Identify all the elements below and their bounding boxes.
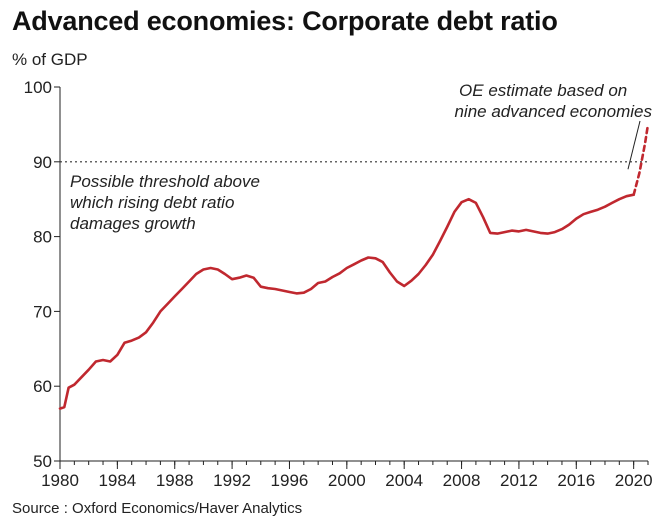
y-tick-label: 80 [33, 228, 52, 247]
y-tick-label: 50 [33, 452, 52, 471]
estimate-annotation-line: OE estimate based on [459, 81, 627, 100]
x-tick-label: 2020 [615, 471, 653, 490]
threshold-annotation-line: Possible threshold above [70, 172, 260, 191]
y-tick-label: 90 [33, 153, 52, 172]
chart-annotations: Possible threshold above which rising de… [70, 81, 652, 233]
y-axis-unit-label: % of GDP [12, 50, 88, 69]
y-tick-label: 60 [33, 377, 52, 396]
estimate-annotation-leader [627, 120, 641, 170]
x-tick-label: 1980 [41, 471, 79, 490]
x-tick-label: 2016 [557, 471, 595, 490]
x-tick-label: 2004 [385, 471, 423, 490]
chart-title: Advanced economies: Corporate debt ratio [12, 6, 558, 36]
source-note: Source : Oxford Economics/Haver Analytic… [12, 500, 303, 517]
x-tick-label: 1996 [271, 471, 309, 490]
y-tick-label: 70 [33, 302, 52, 321]
x-tick-label: 2008 [443, 471, 481, 490]
threshold-annotation-line: which rising debt ratio [70, 193, 234, 212]
estimate-annotation-line: nine advanced economies [454, 102, 652, 121]
chart-axes: 50 60 70 80 90 100 1980 1984 1988 1992 1996 2000 200… [24, 78, 653, 490]
y-tick-label: 100 [24, 78, 52, 97]
x-tick-label: 1992 [213, 471, 251, 490]
estimate-annotation: OE estimate based on nine advanced econo… [454, 81, 652, 121]
series-lines [58, 123, 650, 410]
estimate-line-dashed [632, 123, 650, 196]
threshold-annotation: Possible threshold above which rising de… [70, 172, 265, 233]
debt-ratio-line [58, 193, 636, 410]
x-tick-label: 1988 [156, 471, 194, 490]
x-tick-label: 2012 [500, 471, 538, 490]
threshold-annotation-line: damages growth [70, 214, 196, 233]
x-tick-label: 1984 [98, 471, 136, 490]
x-tick-label: 2000 [328, 471, 366, 490]
